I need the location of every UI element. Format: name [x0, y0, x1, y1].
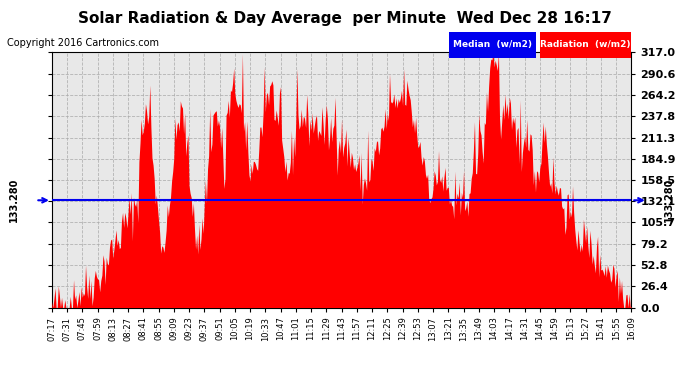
- Text: Radiation  (w/m2): Radiation (w/m2): [540, 40, 631, 50]
- Text: 133.280: 133.280: [9, 178, 19, 222]
- Text: 133.280: 133.280: [664, 178, 674, 222]
- Bar: [448, 32, 536, 58]
- Text: Copyright 2016 Cartronics.com: Copyright 2016 Cartronics.com: [7, 38, 159, 48]
- Bar: [540, 32, 631, 58]
- Text: Solar Radiation & Day Average  per Minute  Wed Dec 28 16:17: Solar Radiation & Day Average per Minute…: [78, 11, 612, 26]
- Text: Median  (w/m2): Median (w/m2): [453, 40, 532, 50]
